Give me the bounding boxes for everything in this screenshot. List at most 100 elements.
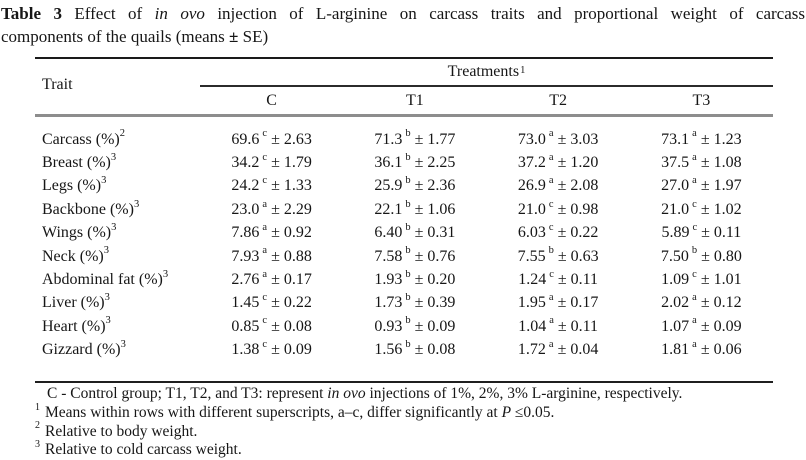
value-cell-c: 1.38 c ±0.09 [200,339,343,359]
mean-value: 1.07 [661,317,690,335]
se-value: 0.92 [283,224,312,242]
significance-letter: a [548,338,554,350]
trait-footnote-marker: 3 [120,338,126,350]
plus-minus: ± [271,177,280,195]
column-header-c: C [266,92,277,109]
value-cell-t2: 21.0 c ±0.98 [487,199,630,219]
mean-value: 21.0 [517,200,546,218]
value-cell-t1: 1.93 b ±0.20 [343,269,486,289]
column-header-t2: T2 [549,92,568,109]
significance-letter: a [262,221,268,233]
trait-footnote-marker: 2 [119,128,125,140]
se-value: 0.80 [713,247,742,265]
mean-value: 1.38 [231,341,260,359]
se-value: 0.11 [570,317,599,335]
plus-minus: ± [414,247,424,265]
trait-cell: Breast (%)3 [35,152,200,172]
trait-label: Liver (%) [42,294,105,312]
value-cell-c: 69.6 c ±2.63 [200,129,343,149]
se-value: 1.20 [570,154,599,172]
trait-cell: Heart (%)3 [35,316,200,336]
trait-footnote-marker: 3 [103,245,109,257]
table-header: Trait Treatments 1 C T1 T2 T3 [35,57,773,117]
significance-letter: b [405,151,411,163]
significance-letter: c [692,268,697,280]
value-cell-t1: 71.3 b ±1.77 [343,129,486,149]
plus-minus: ± [271,247,280,265]
mean-value: 22.1 [374,200,403,218]
significance-letter: a [692,338,697,350]
caption-text-post: injection of L-arginine on carcass trait… [204,4,806,23]
significance-letter: b [405,315,411,327]
value-cell-t2: 37.2 a ±1.20 [487,152,630,172]
plus-minus: ± [557,224,567,242]
plus-minus: ± [700,294,710,312]
se-value: 0.08 [427,341,456,359]
trait-label: Wings (%) [42,224,112,242]
significance-letter: c [692,221,698,233]
footnote-marker: 1 [35,401,40,413]
footnote-body-weight: 2 Relative to body weight. [35,421,773,442]
treatments-label: Treatments 1 [200,59,773,87]
significance-letter: b [405,175,411,187]
plus-minus: ± [700,130,710,148]
trait-cell: Liver (%)3 [35,292,200,312]
mean-value: 0.85 [231,317,260,335]
mean-value: 7.93 [231,247,260,265]
treatments-header-group: Treatments 1 C T1 T2 T3 [200,59,773,115]
se-value: 0.76 [427,247,456,265]
trait-cell: Legs (%)3 [35,175,200,195]
significance-letter: c [549,268,554,280]
plus-minus: ± [271,130,280,148]
table-row: Wings (%)3 7.86 a ±0.92 6.40 b ±0.31 6.03 c ±0… [35,222,773,245]
trait-label: Breast (%) [42,154,111,172]
se-value: 0.04 [570,341,599,359]
trait-label: Neck (%) [42,247,104,265]
significance-letter: a [692,175,697,187]
plus-minus: ± [700,317,710,335]
se-value: 0.08 [283,317,312,335]
trait-label: Abdominal fat (%) [42,271,163,289]
table-body: Carcass (%)2 69.6 c ±2.63 71.3 b ±1.77 73.0 a… [35,117,773,362]
significance-letter: b [691,245,698,257]
mean-value: 27.0 [661,177,690,195]
se-value: 2.63 [283,130,312,148]
footnote-marker: 3 [35,439,40,451]
mean-value: 1.09 [661,271,690,289]
mean-value: 2.02 [661,294,690,312]
footnote-groups: C - Control group; T1, T2, and T3: repre… [35,385,773,404]
significance-letter: a [262,245,268,257]
column-header-t1: T1 [405,92,424,109]
plus-minus: ± [557,130,567,148]
caption-line-1: Table 3 Effect of in ovo injection of L-… [1,2,805,25]
table-row: Heart (%)3 0.85 c ±0.08 0.93 b ±0.09 1.04 a ±0… [35,315,773,338]
plus-minus-symbol: ± [229,27,239,46]
plus-minus: ± [557,247,567,265]
caption-line2-pre: components of the quails (means [1,27,230,46]
mean-value: 1.73 [374,294,403,312]
value-cell-t1: 0.93 b ±0.09 [343,315,486,336]
se-value: 1.02 [713,200,742,218]
value-cell-t3: 1.81 a ±0.06 [630,338,773,359]
value-cell-c: 2.76 a ±0.17 [200,269,343,289]
se-value: 0.22 [283,294,312,312]
data-table: Trait Treatments 1 C T1 T2 T3 Carcass (%)… [35,57,773,460]
significance-letter: a [692,315,697,327]
plus-minus: ± [700,271,710,289]
mean-value: 7.86 [231,224,260,242]
caption-text-pre: Effect of [61,4,155,23]
trait-footnote-marker: 3 [111,221,117,233]
se-value: 1.97 [713,177,742,195]
se-value: 0.09 [283,341,312,359]
table-row: Liver (%)3 1.45 c ±0.22 1.73 b ±0.39 1.95 a ±0… [35,292,773,315]
trait-label: Backbone (%) [42,200,134,218]
trait-label: Heart (%) [42,317,106,335]
se-value: 0.98 [570,200,599,218]
treatment-column-headers: C T1 T2 T3 [200,87,773,115]
se-value: 2.36 [427,177,456,195]
value-cell-c: 1.45 c ±0.22 [200,292,343,312]
plus-minus: ± [700,154,710,172]
table-bottom-rule [35,380,773,383]
mean-value: 6.40 [374,224,403,242]
se-value: 0.63 [570,247,599,265]
